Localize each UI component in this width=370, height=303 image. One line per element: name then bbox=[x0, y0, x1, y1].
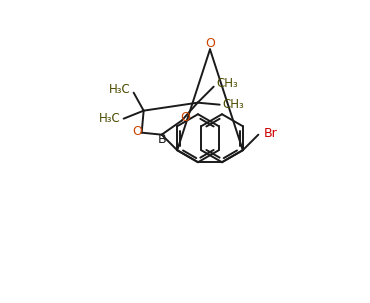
Text: Br: Br bbox=[263, 127, 277, 140]
Text: H₃C: H₃C bbox=[109, 83, 131, 96]
Text: H₃C: H₃C bbox=[99, 112, 121, 125]
Text: CH₃: CH₃ bbox=[223, 98, 245, 111]
Text: CH₃: CH₃ bbox=[217, 77, 239, 90]
Text: B: B bbox=[157, 133, 166, 146]
Text: O: O bbox=[205, 37, 215, 50]
Text: O: O bbox=[133, 125, 142, 138]
Text: O: O bbox=[181, 111, 191, 124]
